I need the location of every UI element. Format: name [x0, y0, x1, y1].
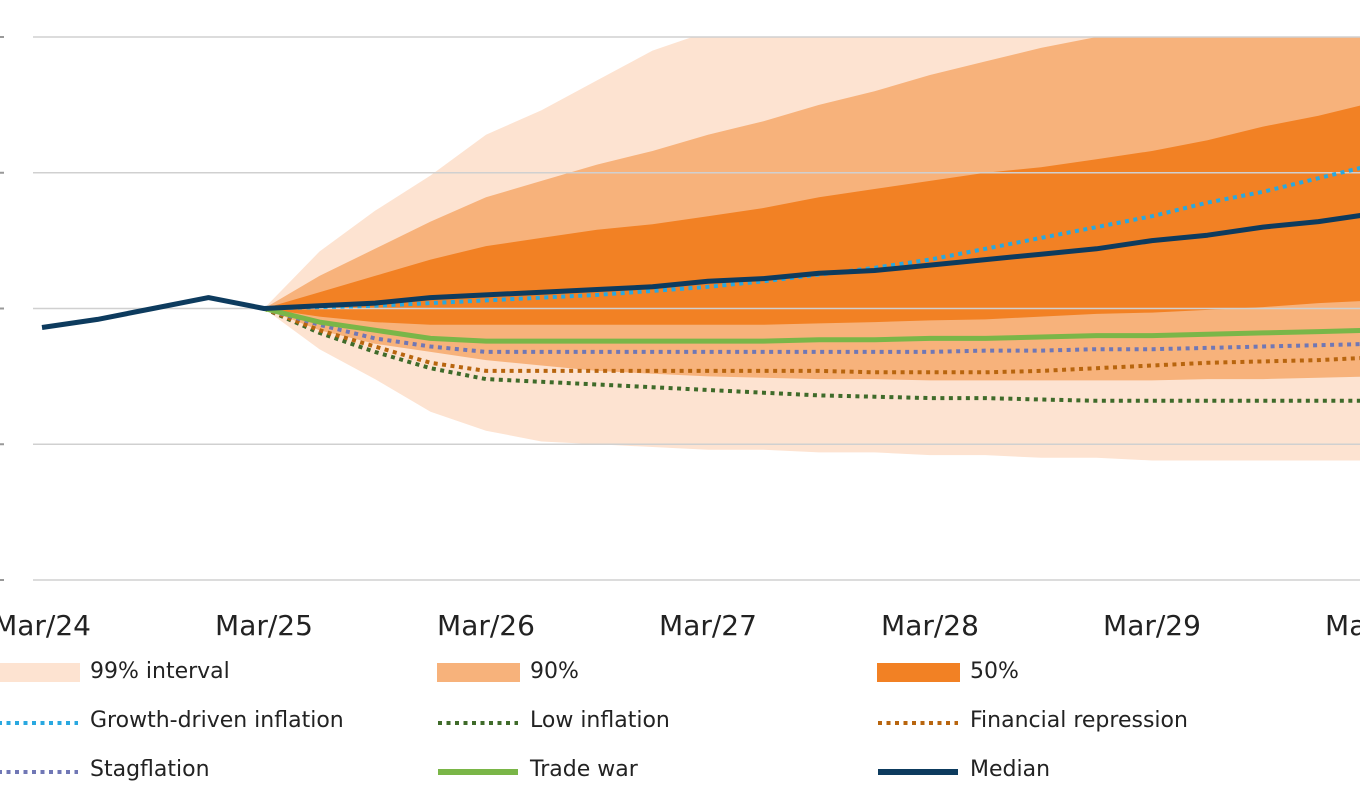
legend-item: Financial repression	[878, 708, 1188, 733]
x-axis: Mar/24 Mar/25 Mar/26 Mar/27 Mar/28 Mar/29 Mar/…	[0, 609, 1360, 642]
legend-label: 50%	[970, 659, 1019, 684]
legend-swatch	[0, 663, 80, 682]
series-line	[263, 306, 1360, 403]
band-area	[264, 105, 1360, 325]
x-tick-label: Mar/30	[1325, 609, 1360, 642]
legend-label: Low inflation	[530, 708, 670, 733]
legend-label: Financial repression	[970, 708, 1188, 733]
series-line	[263, 306, 1360, 375]
legend-label: Growth-driven inflation	[90, 708, 344, 733]
x-tick-label: Mar/24	[0, 609, 91, 642]
legend-label: 90%	[530, 659, 579, 684]
legend-label: 99% interval	[90, 659, 230, 684]
legend-item: 99% interval	[0, 659, 230, 684]
grid	[0, 36, 1360, 581]
bands	[264, 37, 1360, 461]
x-tick-label: Mar/26	[437, 609, 535, 642]
legend-item: 50%	[877, 659, 1019, 684]
legend-item: Stagflation	[0, 757, 210, 782]
x-tick-label: Mar/29	[1103, 609, 1201, 642]
legend-label: Trade war	[529, 757, 639, 782]
x-tick-label: Mar/25	[215, 609, 313, 642]
legend-label: Median	[970, 757, 1050, 782]
legend-item: Median	[878, 757, 1050, 782]
x-tick-label: Mar/27	[659, 609, 757, 642]
series-line	[263, 306, 1360, 344]
x-tick-label: Mar/28	[881, 609, 979, 642]
lines	[41, 165, 1360, 403]
series-line	[263, 306, 1360, 354]
legend-label: Stagflation	[90, 757, 210, 782]
series-line	[41, 213, 1360, 330]
legend-item: Growth-driven inflation	[0, 708, 344, 733]
legend-swatch	[877, 663, 960, 682]
legend-item: Low inflation	[438, 708, 670, 733]
legend-item: Trade war	[438, 757, 639, 782]
legend-item: 90%	[437, 659, 579, 684]
legend: 99% interval 90% 50% Growth-driven inflatio…	[0, 659, 1188, 782]
legend-swatch	[437, 663, 520, 682]
